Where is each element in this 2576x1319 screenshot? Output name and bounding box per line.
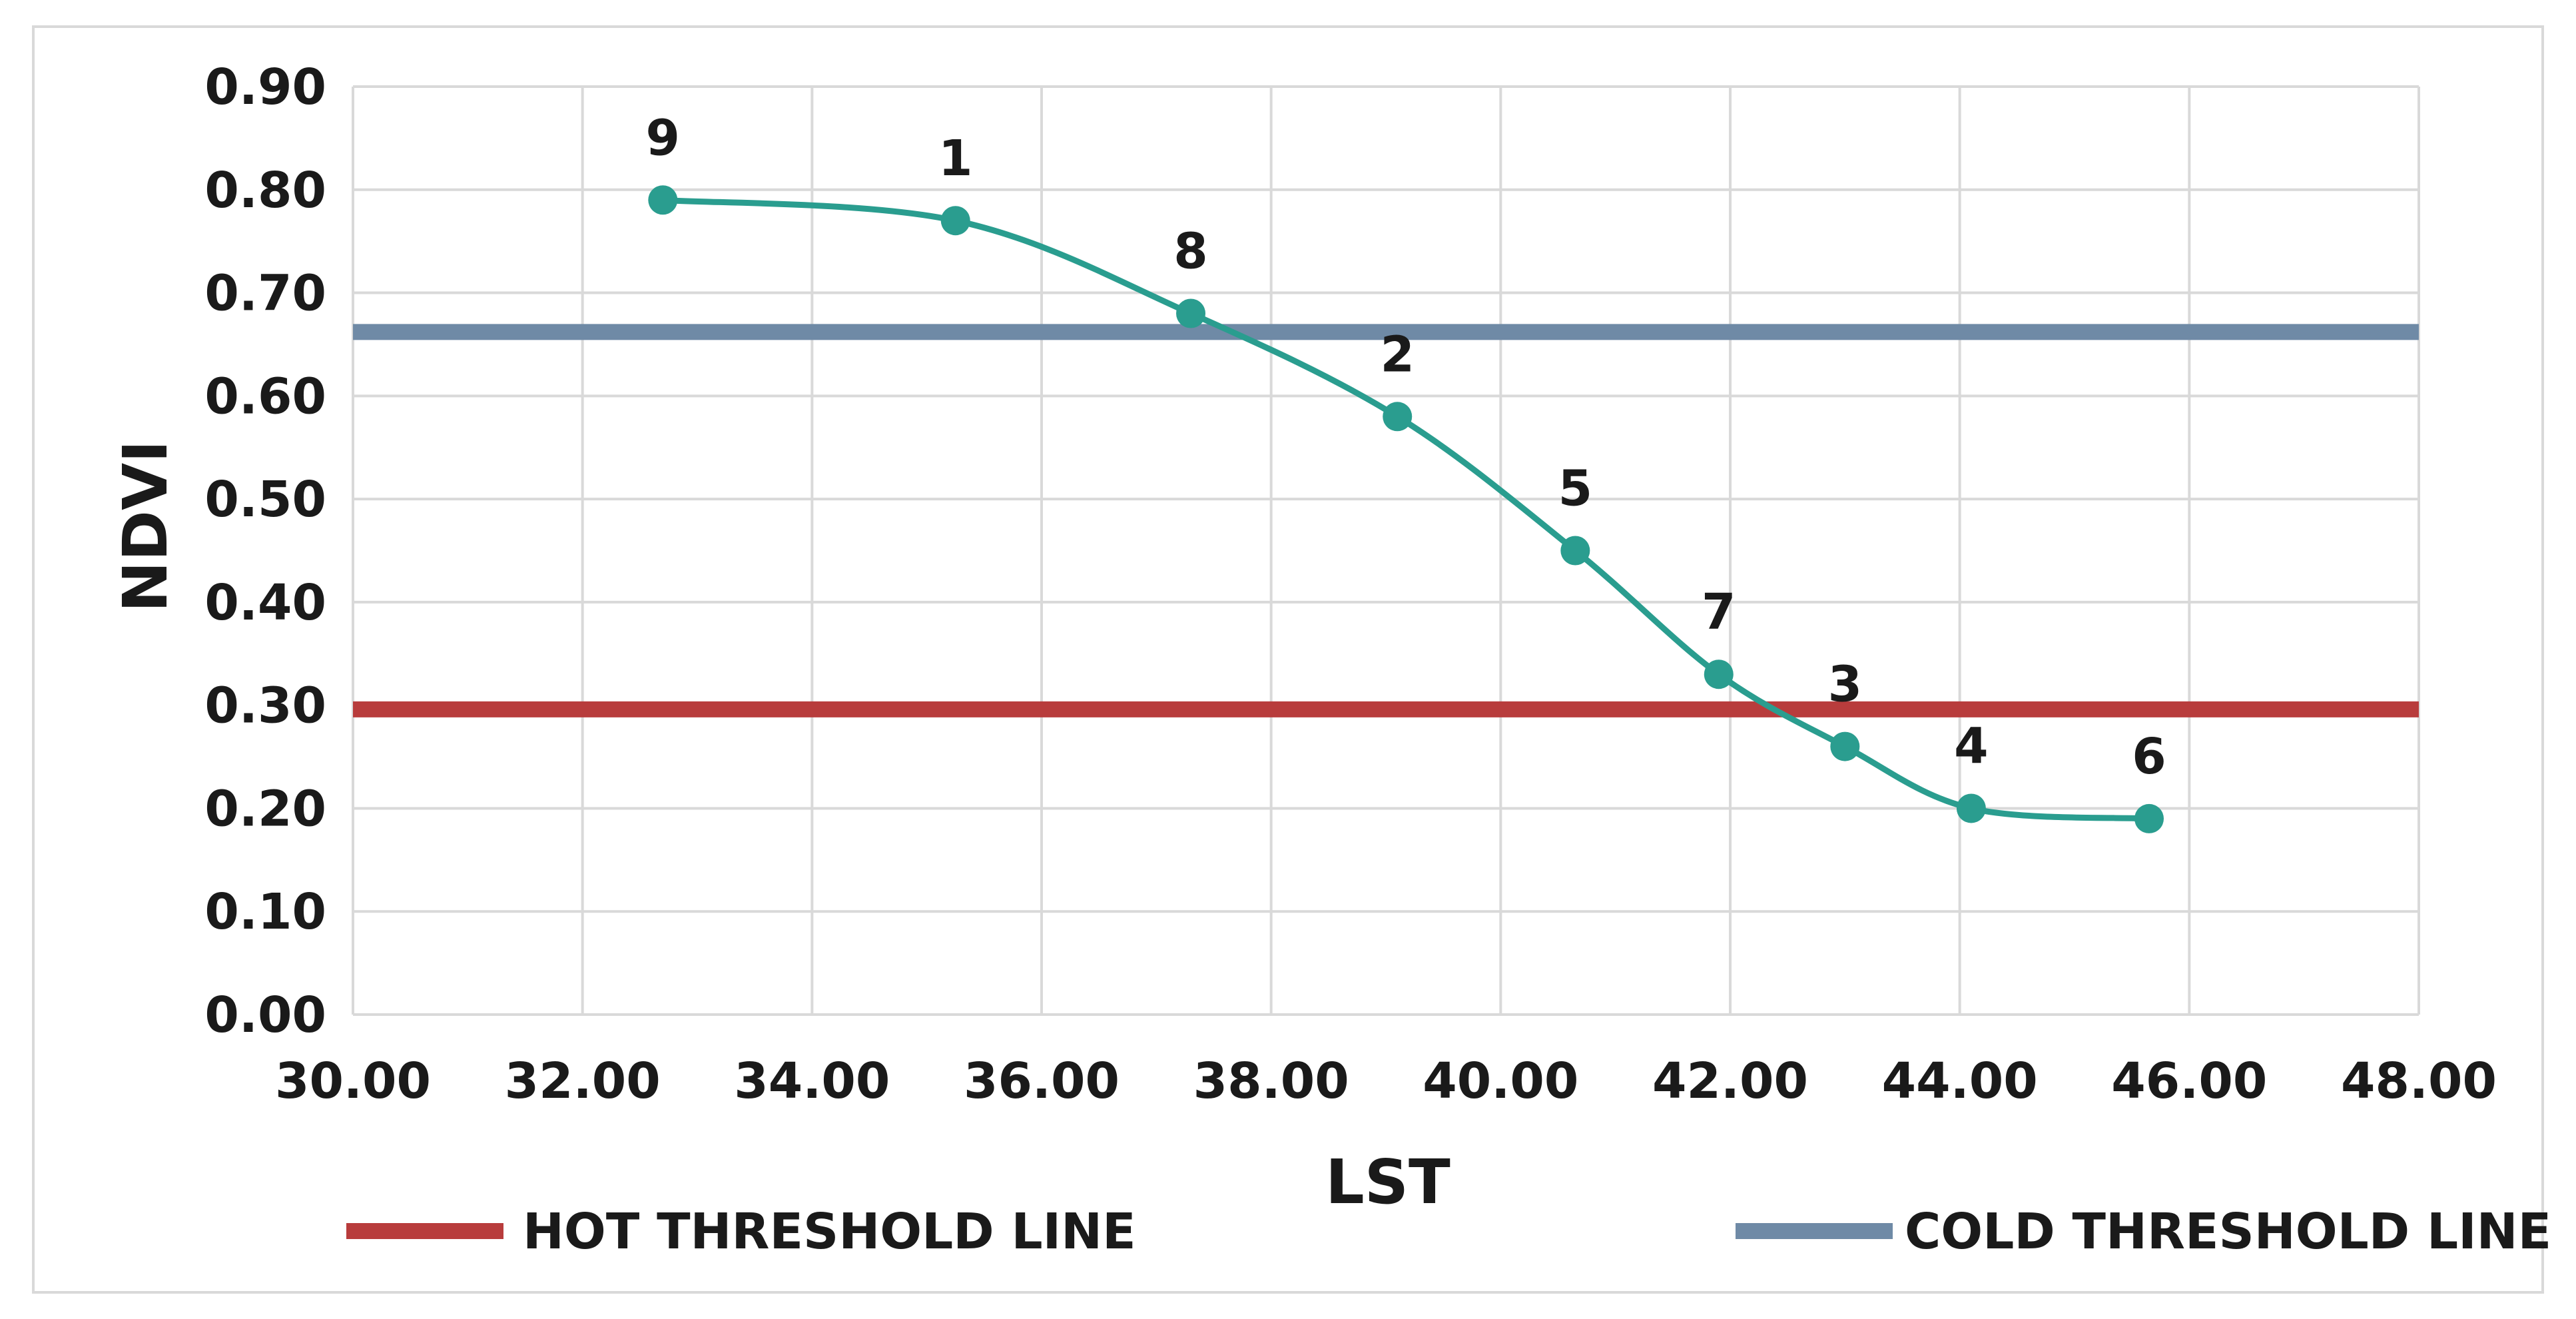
x-tick-label: 44.00 xyxy=(1882,1053,2038,1110)
data-point xyxy=(1560,536,1590,566)
x-tick-label: 34.00 xyxy=(734,1053,890,1110)
data-series xyxy=(648,185,2164,833)
y-axis-title: NDVI xyxy=(110,440,181,613)
y-tick-label: 0.20 xyxy=(204,780,326,837)
series-line xyxy=(662,197,2150,822)
point-label: 2 xyxy=(1380,326,1415,383)
data-point xyxy=(648,185,678,215)
y-tick-label: 0.80 xyxy=(204,162,326,219)
point-label: 8 xyxy=(1173,223,1208,280)
y-tick-label: 0.50 xyxy=(204,471,326,528)
point-labels: 9 1 8 2 5 7 3 4 6 xyxy=(646,109,2166,785)
x-tick-label: 46.00 xyxy=(2111,1053,2267,1110)
y-tick-label: 0.60 xyxy=(204,368,326,425)
y-tick-label: 0.40 xyxy=(204,574,326,632)
y-tick-label: 0.10 xyxy=(204,883,326,941)
x-tick-label: 42.00 xyxy=(1652,1053,1808,1110)
chart-frame xyxy=(32,25,2544,1294)
legend: HOT THRESHOLD LINE COLD THRESHOLD LINE xyxy=(346,1203,2551,1260)
threshold-lines xyxy=(353,324,2419,717)
x-axis-title: LST xyxy=(1325,1146,1450,1218)
point-label: 5 xyxy=(1558,460,1593,518)
legend-label: COLD THRESHOLD LINE xyxy=(1905,1203,2551,1260)
data-point xyxy=(1704,660,1734,689)
point-label: 9 xyxy=(646,109,681,167)
x-tick-label: 40.00 xyxy=(1423,1053,1578,1110)
data-point xyxy=(2134,803,2164,833)
axis-ticks: 30.00 32.00 34.00 36.00 38.00 40.00 42.00 44.00… xyxy=(204,59,2497,1110)
point-label: 7 xyxy=(1702,584,1736,641)
point-label: 1 xyxy=(938,130,973,187)
data-point xyxy=(1383,402,1413,432)
y-tick-label: 0.70 xyxy=(204,265,326,322)
data-point xyxy=(1830,731,1860,761)
x-tick-label: 38.00 xyxy=(1193,1053,1349,1110)
point-label: 6 xyxy=(2132,728,2166,785)
point-label: 3 xyxy=(1828,656,1863,713)
x-tick-label: 32.00 xyxy=(505,1053,661,1110)
legend-label: HOT THRESHOLD LINE xyxy=(523,1203,1136,1260)
y-tick-label: 0.00 xyxy=(204,987,326,1044)
data-point xyxy=(940,206,970,236)
x-tick-label: 30.00 xyxy=(275,1053,431,1110)
grid xyxy=(352,85,2420,1016)
y-tick-label: 0.30 xyxy=(204,677,326,735)
data-point xyxy=(1176,298,1206,328)
point-label: 4 xyxy=(1954,717,1989,775)
x-tick-label: 48.00 xyxy=(2341,1053,2497,1110)
x-tick-label: 36.00 xyxy=(964,1053,1120,1110)
y-tick-label: 0.90 xyxy=(204,59,326,116)
data-point xyxy=(1956,793,1986,823)
